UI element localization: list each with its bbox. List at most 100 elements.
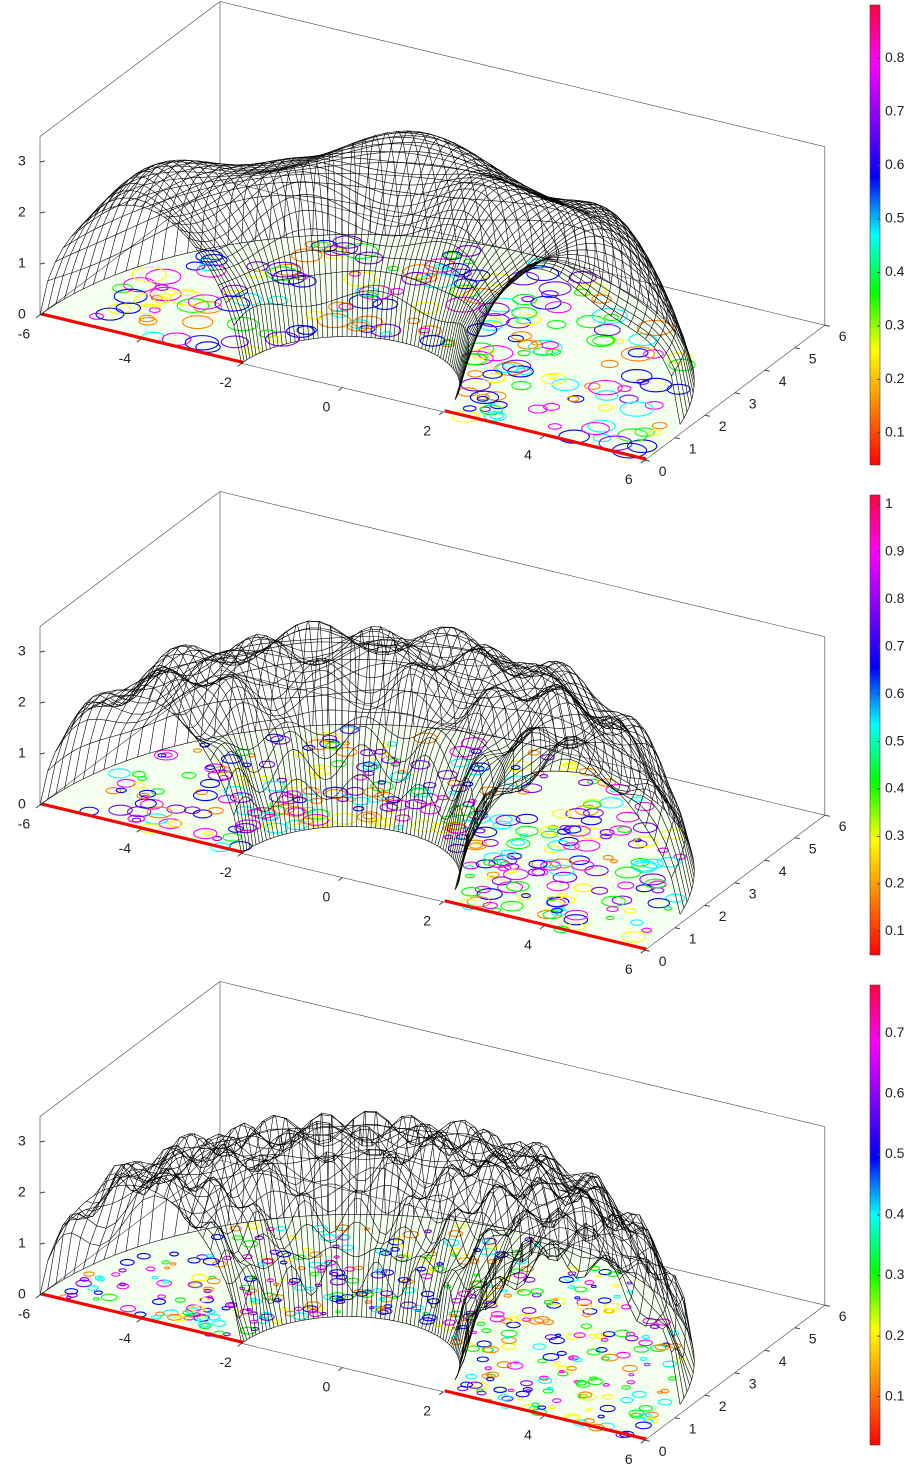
contour-line (484, 1366, 493, 1371)
mesh-line (227, 161, 305, 341)
contour-line (323, 245, 348, 257)
x-tick (237, 362, 242, 367)
contour-line (87, 1285, 99, 1291)
contour-line (642, 1317, 657, 1325)
contour-line (591, 886, 609, 895)
contour-line (574, 1286, 588, 1293)
contour-line (288, 274, 317, 288)
contour-line (79, 1277, 90, 1282)
contour-line (539, 774, 549, 779)
contour-line (527, 749, 540, 756)
z-tick-label: 2 (18, 204, 26, 220)
y-tick-label: 6 (839, 328, 847, 344)
contour-line (314, 732, 340, 744)
contour-line (280, 1306, 288, 1311)
contour-line (482, 369, 503, 379)
contour-line (433, 1322, 443, 1328)
contour-line (145, 268, 182, 285)
contour-line (547, 423, 562, 430)
colorbar-tick-label: 0.4 (885, 1206, 905, 1222)
z-tick (39, 1140, 46, 1143)
contour-line (210, 842, 232, 853)
contour-line (222, 1332, 231, 1337)
contour-line (199, 778, 221, 789)
contour-line (195, 1318, 202, 1322)
contour-line (448, 804, 475, 817)
contour-line (329, 1277, 346, 1286)
contour-line (549, 864, 575, 877)
x-tick (539, 435, 545, 440)
x-tick-label: -4 (119, 1330, 132, 1346)
contour-line (556, 907, 566, 912)
contour-line (578, 778, 594, 787)
contour-line (550, 907, 563, 914)
mesh-line (365, 131, 415, 338)
contour-line (537, 1377, 553, 1384)
contour-line (285, 819, 308, 831)
contour-line (478, 313, 510, 328)
z-tick-label: 2 (18, 1184, 26, 1200)
contour-line (320, 1311, 327, 1316)
mesh-line (459, 1213, 695, 1364)
contour-line (565, 808, 590, 820)
contour-line (654, 1343, 670, 1351)
colorbar-tick-label: 0.3 (885, 317, 905, 333)
contour-line (588, 1334, 598, 1339)
x-tick-label: -6 (18, 1306, 31, 1322)
contour-line (483, 411, 507, 422)
y-tick-label: 5 (809, 1330, 817, 1346)
contour-line (568, 1356, 575, 1360)
contour-line (515, 317, 531, 325)
box-edge (219, 981, 825, 1127)
contour-line (598, 1297, 612, 1304)
contour-line (476, 1340, 492, 1348)
contour-line (116, 1283, 130, 1290)
mesh-line (174, 1139, 287, 1324)
contour-line (625, 1331, 636, 1337)
contour-line (176, 298, 210, 313)
contour-line (552, 1398, 562, 1403)
contour-line (597, 778, 616, 787)
contour-line (462, 1313, 479, 1321)
contour-line (157, 753, 167, 758)
contour-line (662, 1360, 677, 1368)
contour-line (515, 825, 539, 837)
mesh-line (227, 635, 305, 831)
contour-line (270, 735, 291, 745)
contour-line (292, 796, 307, 804)
mesh-line (161, 1137, 283, 1325)
mesh-line (255, 158, 314, 339)
mesh-line (149, 160, 279, 347)
contour-line (660, 1388, 670, 1394)
contour-edge (444, 1389, 647, 1441)
contour-line (420, 1256, 434, 1263)
y-tick (644, 459, 650, 462)
contour-line (204, 763, 226, 774)
x-tick-label: 2 (423, 423, 431, 439)
x-tick (539, 925, 545, 930)
z-tick-label: 0 (18, 1286, 26, 1302)
contour-line (67, 1292, 78, 1298)
contour-line (152, 1298, 167, 1306)
contour-line (632, 822, 658, 834)
contour-line (210, 1234, 224, 1241)
mesh-line (326, 151, 338, 337)
mesh-line (417, 175, 570, 348)
contour-line (446, 822, 465, 831)
contour-line (643, 1362, 651, 1367)
contour-line (265, 733, 284, 743)
contour-line (627, 348, 649, 358)
mesh-line (393, 631, 497, 831)
contour-line (202, 1257, 220, 1266)
contour-line (435, 263, 448, 270)
contour-line (349, 270, 362, 277)
contour-line (136, 1252, 151, 1260)
mesh-line (114, 654, 267, 841)
contour-line (244, 346, 263, 355)
mesh-line (356, 135, 386, 337)
contour-line (540, 372, 567, 385)
contour-line (495, 814, 521, 827)
contour-line (580, 815, 602, 826)
contour-line (95, 1276, 106, 1282)
y-tick (794, 347, 800, 350)
